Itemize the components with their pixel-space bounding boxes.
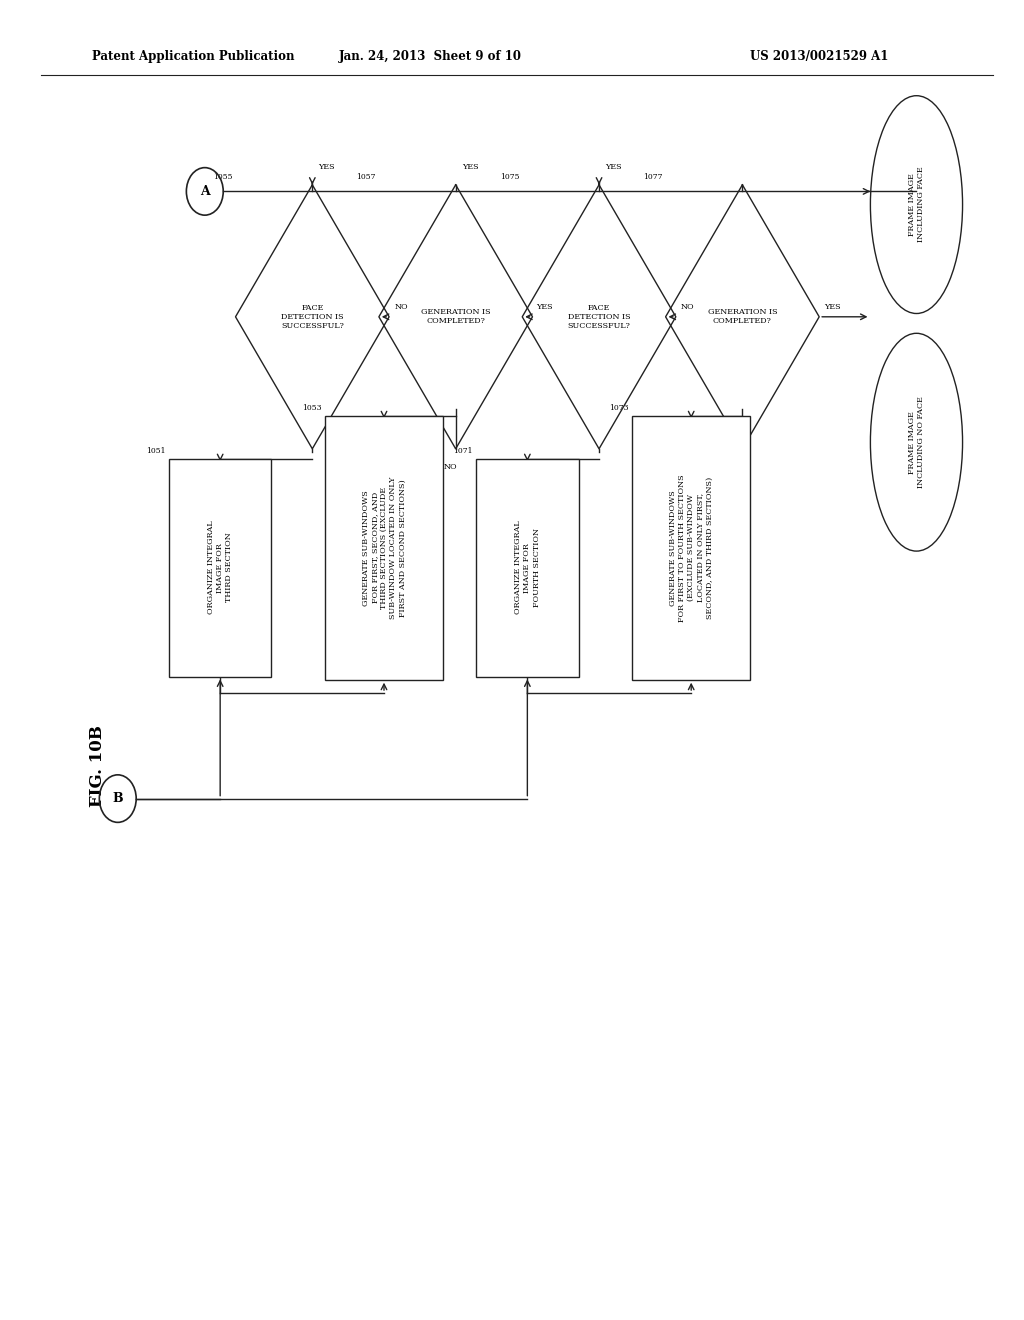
Bar: [476, 459, 579, 677]
Bar: [169, 459, 271, 677]
Text: NO: NO: [681, 302, 694, 312]
Text: A: A: [200, 185, 210, 198]
Text: FIG. 10B: FIG. 10B: [89, 725, 105, 807]
Text: 1077: 1077: [643, 173, 663, 181]
Text: GENERATION IS
COMPLETED?: GENERATION IS COMPLETED?: [708, 308, 777, 326]
Text: 1053: 1053: [302, 404, 322, 412]
Text: 1055: 1055: [213, 173, 232, 181]
Text: NO: NO: [394, 302, 408, 312]
Text: 1051: 1051: [146, 446, 166, 454]
Text: 1057: 1057: [356, 173, 376, 181]
Text: US 2013/0021529 A1: US 2013/0021529 A1: [750, 50, 889, 63]
Text: GENERATION IS
COMPLETED?: GENERATION IS COMPLETED?: [421, 308, 490, 326]
Bar: [326, 416, 442, 680]
Text: YES: YES: [824, 302, 841, 312]
Text: FRAME IMAGE
INCLUDING NO FACE: FRAME IMAGE INCLUDING NO FACE: [908, 396, 925, 488]
Text: NO: NO: [443, 462, 458, 471]
Text: 1075: 1075: [500, 173, 519, 181]
Text: 1071: 1071: [454, 446, 473, 454]
Text: NO: NO: [730, 462, 744, 471]
Text: Patent Application Publication: Patent Application Publication: [92, 50, 295, 63]
Text: YES: YES: [318, 162, 335, 172]
Text: YES: YES: [537, 302, 553, 312]
Text: FACE
DETECTION IS
SUCCESSFUL?: FACE DETECTION IS SUCCESSFUL?: [281, 304, 344, 330]
Text: Jan. 24, 2013  Sheet 9 of 10: Jan. 24, 2013 Sheet 9 of 10: [339, 50, 521, 63]
Text: 1073: 1073: [609, 404, 629, 412]
Text: ORGANIZE INTEGRAL
IMAGE FOR
THIRD SECTION: ORGANIZE INTEGRAL IMAGE FOR THIRD SECTIO…: [207, 521, 233, 614]
Text: ORGANIZE INTEGRAL
IMAGE FOR
FOURTH SECTION: ORGANIZE INTEGRAL IMAGE FOR FOURTH SECTI…: [514, 521, 541, 614]
Text: GENERATE SUB-WINDOWS
FOR FIRST TO FOURTH SECTIONS
(EXCLUDE SUB-WINDOW
LOCATED IN: GENERATE SUB-WINDOWS FOR FIRST TO FOURTH…: [669, 474, 714, 622]
Text: B: B: [113, 792, 123, 805]
Text: YES: YES: [605, 162, 622, 172]
Bar: [633, 416, 750, 680]
Text: FRAME IMAGE
INCLUDING FACE: FRAME IMAGE INCLUDING FACE: [908, 166, 925, 243]
Text: FACE
DETECTION IS
SUCCESSFUL?: FACE DETECTION IS SUCCESSFUL?: [567, 304, 631, 330]
Text: GENERATE SUB-WINDOWS
FOR FIRST, SECOND, AND
THIRD SECTIONS (EXCLUDE
SUB-WINDOW L: GENERATE SUB-WINDOWS FOR FIRST, SECOND, …: [361, 477, 407, 619]
Text: YES: YES: [462, 162, 478, 172]
